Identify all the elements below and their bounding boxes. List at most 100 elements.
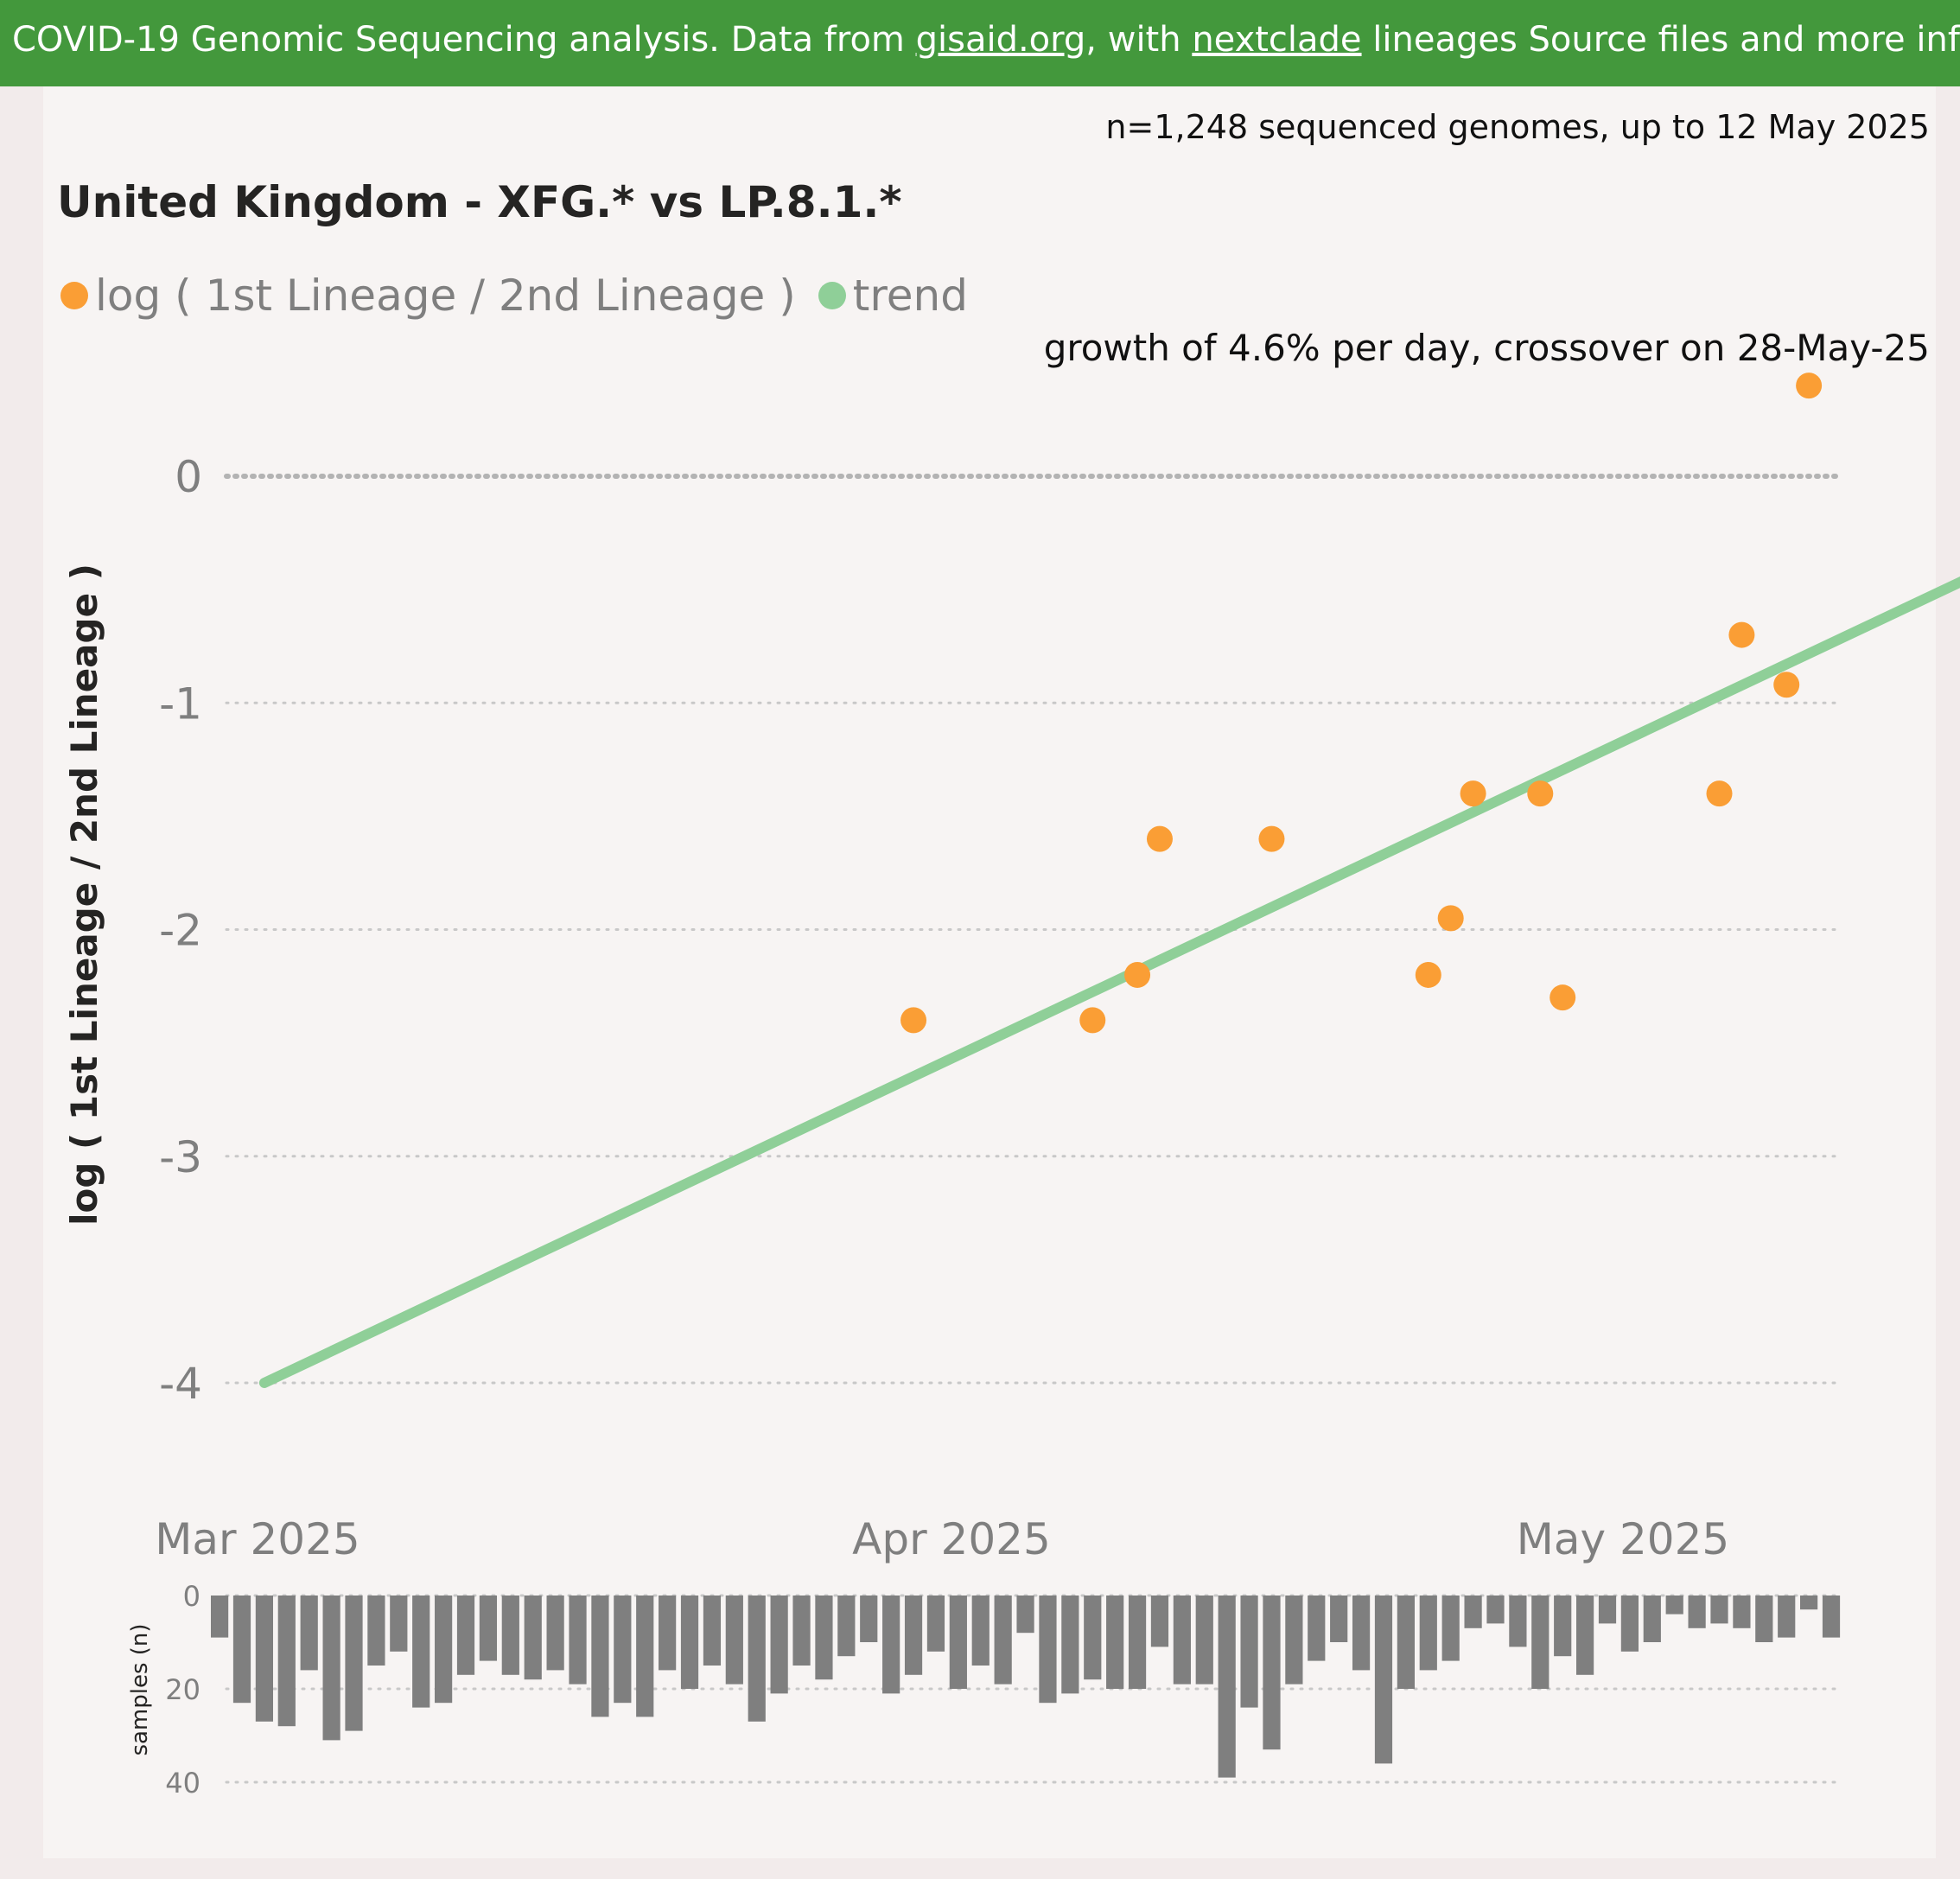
sample-bar (390, 1596, 408, 1652)
sample-bar (1195, 1596, 1213, 1685)
sample-bar (435, 1596, 453, 1704)
sample-bar (345, 1596, 363, 1731)
bar-y-tick-label: 20 (165, 1673, 200, 1706)
sample-bar (1665, 1596, 1683, 1615)
sample-bar (1016, 1596, 1034, 1634)
bar-y-axis-label: samples (n) (127, 1623, 153, 1755)
sample-bar (210, 1596, 229, 1638)
sample-bar (1308, 1596, 1326, 1661)
bar-y-tick-label: 0 (183, 1580, 200, 1613)
sample-bar (1150, 1596, 1169, 1647)
sample-bar (1218, 1596, 1236, 1778)
data-point (1124, 961, 1151, 988)
sample-bar (1531, 1596, 1550, 1689)
sample-bar (1240, 1596, 1258, 1708)
sample-bar (322, 1596, 340, 1741)
y-tick-label: -2 (159, 906, 202, 956)
sample-bar (748, 1596, 766, 1722)
sample-bar (1800, 1596, 1818, 1610)
y-tick-label: 0 (175, 452, 202, 502)
sample-bar (1330, 1596, 1348, 1642)
sample-bar (1374, 1596, 1393, 1764)
sample-bar (1285, 1596, 1303, 1685)
sample-bar (1128, 1596, 1147, 1689)
sample-bar (1263, 1596, 1281, 1750)
sample-bar (591, 1596, 609, 1717)
sample-bar (255, 1596, 274, 1722)
legend-points-marker-icon (60, 282, 88, 309)
sample-bar (837, 1596, 856, 1657)
sample-bar (569, 1596, 587, 1685)
sample-bar (1755, 1596, 1773, 1642)
gisaid-link[interactable]: gisaid.org (915, 20, 1086, 60)
sample-bar (1620, 1596, 1639, 1652)
chart-title: United Kingdom - XFG.* vs LP.8.1.* (57, 177, 902, 227)
sample-bar (725, 1596, 743, 1685)
y-tick-label: -1 (159, 678, 202, 729)
data-point (1796, 373, 1823, 399)
data-point (1258, 825, 1285, 852)
y-tick-label: -4 (159, 1359, 202, 1409)
data-point (1773, 672, 1800, 698)
sample-bar (1688, 1596, 1706, 1628)
nextclade-link[interactable]: nextclade (1192, 20, 1362, 60)
chart-panel (43, 86, 1936, 1858)
sample-bar (367, 1596, 385, 1666)
sample-bar (1441, 1596, 1460, 1661)
legend-points-label: log ( 1st Lineage / 2nd Lineage ) (95, 271, 796, 321)
sample-bar (1643, 1596, 1661, 1642)
sample-bar (1554, 1596, 1572, 1657)
sample-bar (1710, 1596, 1728, 1624)
sample-bar (1733, 1596, 1751, 1628)
banner-mid-1: , with (1085, 20, 1193, 60)
sample-bar (1778, 1596, 1796, 1638)
data-point (1706, 780, 1733, 807)
sample-bar (659, 1596, 677, 1671)
banner-mid-2: lineages Source files and more info on (1372, 20, 1960, 60)
sample-bar (1106, 1596, 1124, 1689)
legend: log ( 1st Lineage / 2nd Lineage ) trend (60, 270, 990, 322)
header-banner: COVID-19 Genomic Sequencing analysis. Da… (0, 0, 1960, 86)
sample-bar (546, 1596, 564, 1671)
legend-item-points: log ( 1st Lineage / 2nd Lineage ) (60, 271, 796, 321)
sample-bar (1509, 1596, 1527, 1647)
sample-bar (277, 1596, 296, 1727)
banner-prefix: COVID-19 Genomic Sequencing analysis. Da… (12, 20, 916, 60)
legend-trend-label: trend (852, 271, 968, 321)
sample-bar (1061, 1596, 1079, 1694)
sample-bar (860, 1596, 878, 1642)
sample-bar (479, 1596, 498, 1661)
sample-bar (1822, 1596, 1841, 1638)
data-point (1527, 780, 1554, 807)
sample-bar (994, 1596, 1012, 1685)
sample-bar (680, 1596, 699, 1689)
sample-bar (614, 1596, 632, 1704)
sample-bar (815, 1596, 833, 1680)
legend-trend-marker-icon (818, 282, 846, 309)
sample-bar (792, 1596, 811, 1666)
sample-bar (636, 1596, 654, 1717)
sample-count-note: n=1,248 sequenced genomes, up to 12 May … (1105, 108, 1930, 146)
bar-y-tick-label: 40 (165, 1767, 200, 1799)
data-point (900, 1007, 927, 1034)
sample-bar (1486, 1596, 1505, 1624)
data-point (1415, 961, 1441, 988)
sample-bar (926, 1596, 945, 1652)
trend-line (258, 576, 1960, 1388)
sample-bar (971, 1596, 990, 1666)
sample-bar (1598, 1596, 1617, 1624)
sample-bar (412, 1596, 430, 1708)
sample-bar (770, 1596, 788, 1694)
sample-bar (1575, 1596, 1594, 1675)
data-point (1437, 905, 1464, 932)
legend-item-trend: trend (818, 271, 968, 321)
sample-bar (1084, 1596, 1102, 1680)
growth-annotation: growth of 4.6% per day, crossover on 28-… (1043, 327, 1930, 369)
sample-bar (524, 1596, 542, 1680)
x-tick-label: Mar 2025 (155, 1514, 360, 1564)
sample-bar (1039, 1596, 1057, 1704)
y-tick-label: -3 (159, 1132, 202, 1182)
x-tick-label: Apr 2025 (852, 1514, 1051, 1564)
sample-bar (1419, 1596, 1437, 1671)
